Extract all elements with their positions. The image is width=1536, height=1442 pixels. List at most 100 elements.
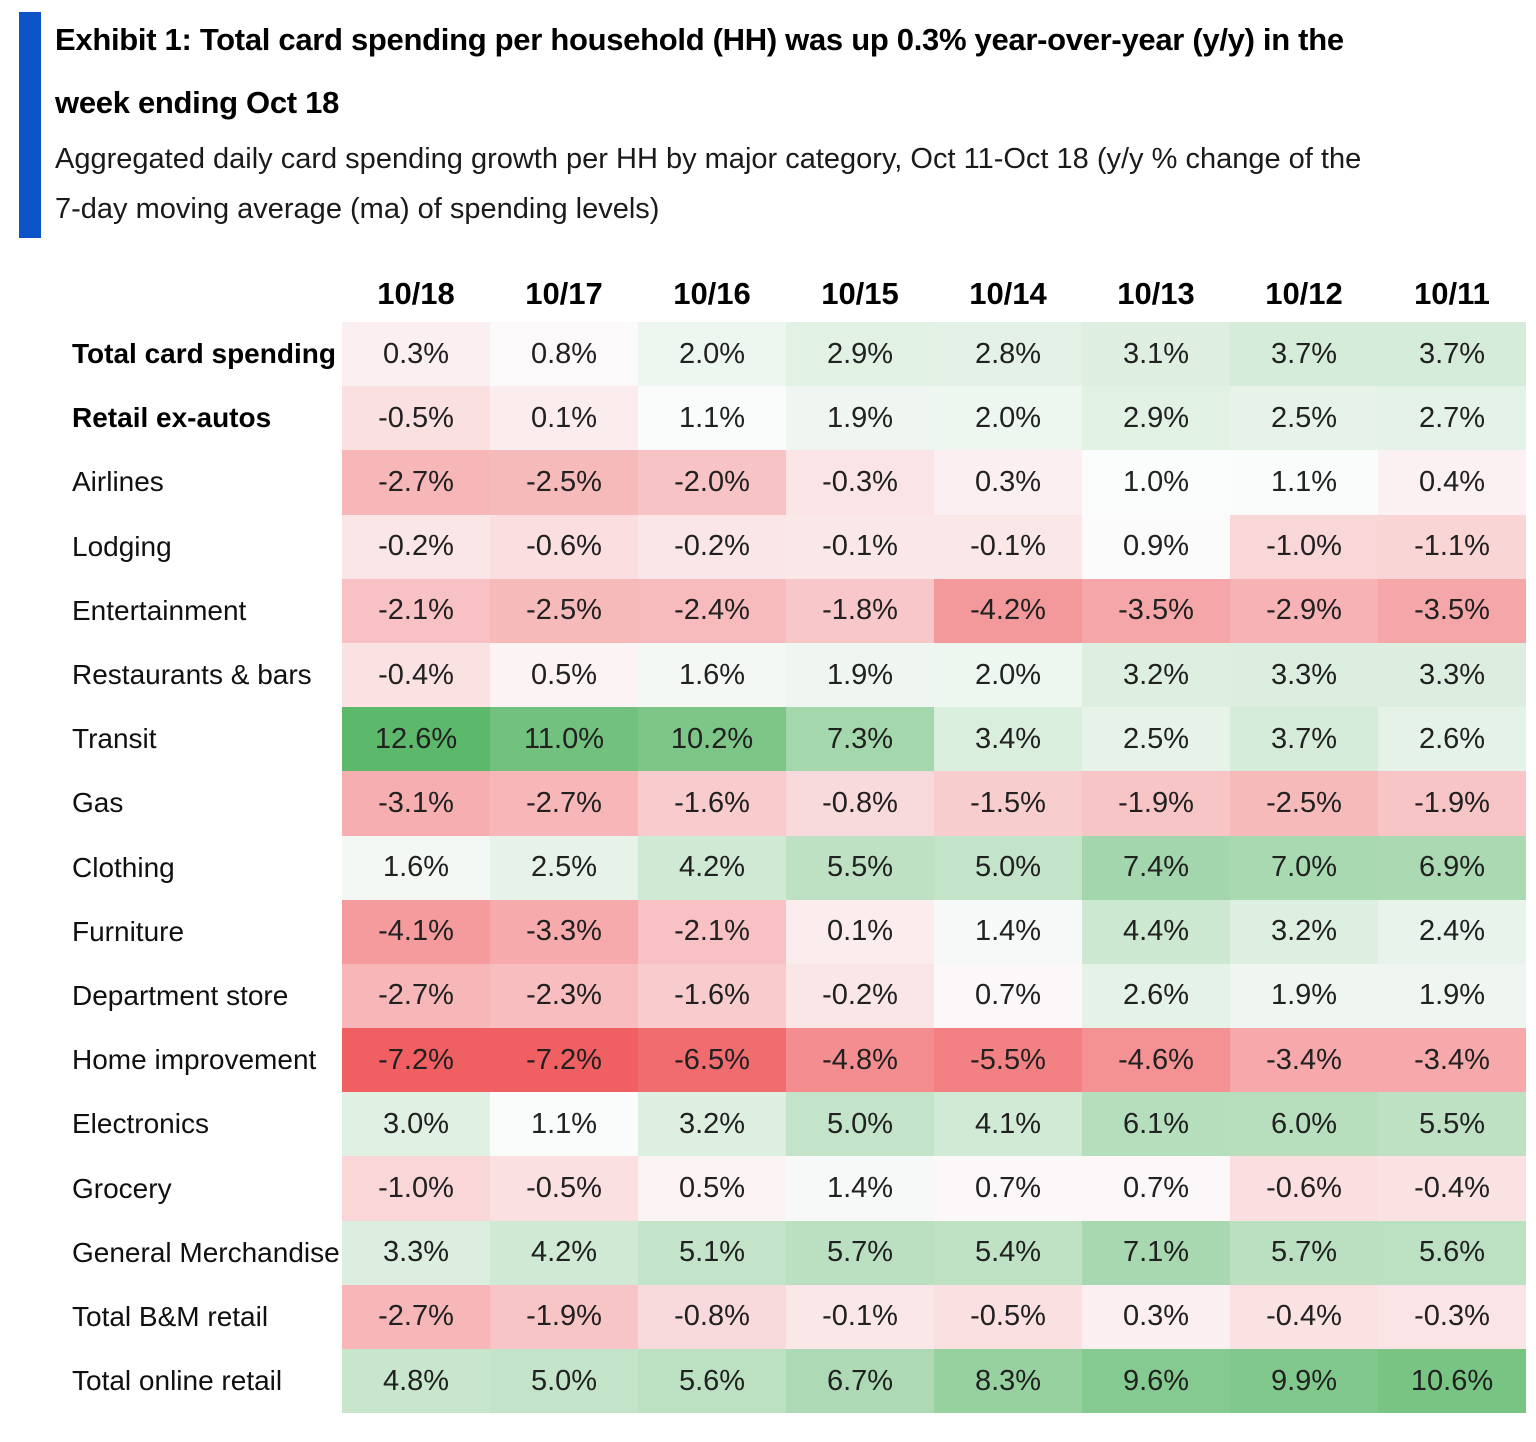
heatmap-cell: 4.2%	[638, 835, 786, 900]
heatmap-cell: 1.9%	[1378, 963, 1526, 1029]
heatmap-cell: -1.8%	[786, 578, 934, 643]
heatmap-cell: 7.1%	[1082, 1220, 1230, 1285]
table-row: Gas -3.1% -2.7% -1.6% -0.8% -1.5% -1.9% -2.5% -1…	[72, 771, 1526, 836]
heatmap-cell: -0.1%	[786, 514, 934, 579]
heatmap-cell: 5.5%	[1378, 1092, 1526, 1157]
heatmap-cell: 1.6%	[638, 642, 786, 708]
heatmap-cell: 10.2%	[638, 707, 786, 772]
heatmap-cell: -0.5%	[490, 1156, 638, 1221]
heatmap-cell: -3.4%	[1230, 1028, 1378, 1093]
table-row: Electronics 3.0% 1.1% 3.2% 5.0% 4.1% 6.1% 6.0% 5…	[72, 1092, 1526, 1157]
heatmap-cell: -0.1%	[934, 514, 1082, 579]
heatmap-cell: 1.9%	[1230, 963, 1378, 1029]
heatmap-cell: 1.0%	[1082, 450, 1230, 515]
heatmap-cell: -1.5%	[934, 771, 1082, 836]
heatmap-cell: 3.3%	[1378, 642, 1526, 708]
heatmap-cell: -2.4%	[638, 578, 786, 643]
heatmap-cell: 6.7%	[786, 1349, 934, 1414]
table-row: Furniture -4.1% -3.3% -2.1% 0.1% 1.4% 4.4% 3.2%…	[72, 899, 1526, 964]
heatmap-cell: 7.0%	[1230, 835, 1378, 900]
heatmap-cell: -0.2%	[638, 514, 786, 579]
heatmap-cell: -2.0%	[638, 450, 786, 515]
heatmap-cell: 5.7%	[786, 1220, 934, 1285]
heatmap-cell: -0.4%	[1230, 1284, 1378, 1349]
row-label: Airlines	[72, 450, 342, 515]
heatmap-cell: -4.2%	[934, 578, 1082, 643]
heatmap-cell: -3.5%	[1082, 578, 1230, 643]
heatmap-cell: 11.0%	[490, 707, 638, 772]
heatmap-cell: 0.3%	[342, 322, 490, 387]
table-row: Department store -2.7% -2.3% -1.6% -0.2% 0.7%…	[72, 963, 1526, 1029]
heatmap-cell: 2.5%	[490, 835, 638, 900]
column-header-10-14: 10/14	[934, 266, 1082, 322]
row-label: Gas	[72, 771, 342, 836]
heatmap-cell: 4.4%	[1082, 899, 1230, 964]
row-label: Total card spending	[72, 322, 342, 387]
heatmap-cell: 3.3%	[1230, 642, 1378, 708]
heatmap-cell: 4.8%	[342, 1349, 490, 1414]
heatmap-cell: 5.6%	[1378, 1220, 1526, 1285]
heatmap-cell: -3.5%	[1378, 578, 1526, 643]
column-header-10-12: 10/12	[1230, 266, 1378, 322]
heatmap-cell: 0.7%	[934, 1156, 1082, 1221]
table-corner-cell	[72, 266, 342, 322]
heatmap-cell: -1.1%	[1378, 514, 1526, 579]
heatmap-cell: 2.6%	[1378, 707, 1526, 772]
table-row: Retail ex-autos -0.5% 0.1% 1.1% 1.9% 2.0% 2.9%…	[72, 386, 1526, 451]
heatmap-cell: -3.3%	[490, 899, 638, 964]
table-row: Home improvement -7.2% -7.2% -6.5% -4.8% -5.5…	[72, 1028, 1526, 1093]
heatmap-cell: -5.5%	[934, 1028, 1082, 1093]
heatmap-cell: 1.1%	[490, 1092, 638, 1157]
heatmap-cell: 3.7%	[1378, 322, 1526, 387]
heatmap-cell: 0.3%	[1082, 1284, 1230, 1349]
row-label: General Merchandise	[72, 1220, 342, 1285]
heatmap-cell: 6.9%	[1378, 835, 1526, 900]
heatmap-cell: 9.9%	[1230, 1349, 1378, 1414]
heatmap-cell: -2.5%	[490, 450, 638, 515]
heatmap-cell: -2.3%	[490, 963, 638, 1029]
exhibit-title-line-1: Exhibit 1: Total card spending per house…	[55, 22, 1344, 57]
heatmap-cell: 5.0%	[786, 1092, 934, 1157]
spending-heatmap-table: 10/18 10/17 10/16 10/15 10/14 10/13 10/12 10/11…	[72, 266, 1526, 1414]
heatmap-cell: -2.7%	[342, 1284, 490, 1349]
heatmap-cell: 5.6%	[638, 1349, 786, 1414]
heatmap-cell: 5.0%	[934, 835, 1082, 900]
heatmap-cell: -2.5%	[490, 578, 638, 643]
heatmap-cell: 1.1%	[638, 386, 786, 451]
heatmap-cell: 0.3%	[934, 450, 1082, 515]
heatmap-cell: 8.3%	[934, 1349, 1082, 1414]
heatmap-cell: 5.0%	[490, 1349, 638, 1414]
heatmap-cell: -3.4%	[1378, 1028, 1526, 1093]
table-row: Entertainment -2.1% -2.5% -2.4% -1.8% -4.2% -3…	[72, 578, 1526, 643]
row-label: Transit	[72, 707, 342, 772]
column-header-10-13: 10/13	[1082, 266, 1230, 322]
heatmap-cell: 3.2%	[638, 1092, 786, 1157]
row-label: Clothing	[72, 835, 342, 900]
heatmap-cell: -1.9%	[1082, 771, 1230, 836]
heatmap-cell: 1.9%	[786, 642, 934, 708]
heatmap-cell: -2.1%	[638, 899, 786, 964]
heatmap-cell: -0.4%	[342, 642, 490, 708]
heatmap-cell: 7.4%	[1082, 835, 1230, 900]
row-label: Lodging	[72, 514, 342, 579]
table-row: General Merchandise 3.3% 4.2% 5.1% 5.7% 5.4% 7…	[72, 1220, 1526, 1285]
heatmap-cell: 3.7%	[1230, 322, 1378, 387]
table-body: Total card spending 0.3% 0.8% 2.0% 2.9% 2.8% 3…	[72, 322, 1526, 1414]
heatmap-cell: -4.1%	[342, 899, 490, 964]
heatmap-cell: 2.9%	[1082, 386, 1230, 451]
heatmap-cell: 1.9%	[786, 386, 934, 451]
heatmap-cell: 2.5%	[1230, 386, 1378, 451]
heatmap-cell: 2.0%	[934, 642, 1082, 708]
heatmap-cell: -2.7%	[490, 771, 638, 836]
heatmap-cell: -2.1%	[342, 578, 490, 643]
row-label: Restaurants & bars	[72, 642, 342, 708]
heatmap-cell: 6.0%	[1230, 1092, 1378, 1157]
heatmap-cell: -0.4%	[1378, 1156, 1526, 1221]
heatmap-cell: -1.6%	[638, 963, 786, 1029]
row-label: Entertainment	[72, 578, 342, 643]
table-row: Total B&M retail -2.7% -1.9% -0.8% -0.1% -0.5…	[72, 1284, 1526, 1349]
heatmap-cell: 7.3%	[786, 707, 934, 772]
table-row: Clothing 1.6% 2.5% 4.2% 5.5% 5.0% 7.4% 7.0% 6.9%	[72, 835, 1526, 900]
exhibit-title-line-2: week ending Oct 18	[55, 85, 340, 120]
column-header-10-11: 10/11	[1378, 266, 1526, 322]
